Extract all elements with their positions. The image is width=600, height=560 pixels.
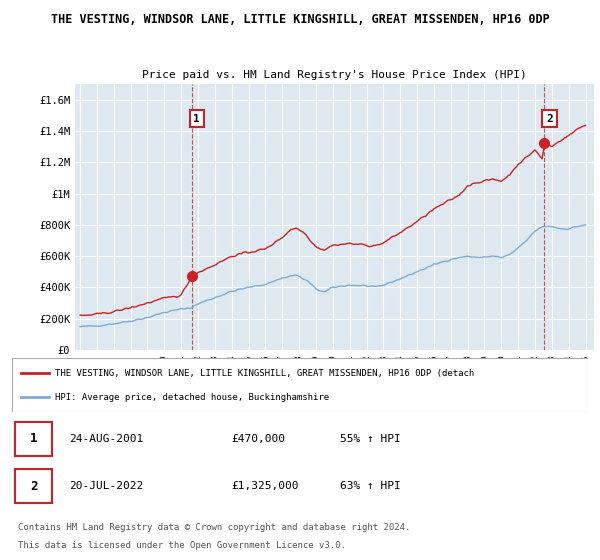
Text: HPI: Average price, detached house, Buckinghamshire: HPI: Average price, detached house, Buck… [55,393,329,402]
Text: 55% ↑ HPI: 55% ↑ HPI [340,434,401,444]
FancyBboxPatch shape [15,422,52,456]
Text: 1: 1 [193,114,200,124]
Text: Contains HM Land Registry data © Crown copyright and database right 2024.: Contains HM Land Registry data © Crown c… [18,523,410,532]
Text: THE VESTING, WINDSOR LANE, LITTLE KINGSHILL, GREAT MISSENDEN, HP16 0DP (detach: THE VESTING, WINDSOR LANE, LITTLE KINGSH… [55,369,475,378]
Text: £470,000: £470,000 [231,434,285,444]
Text: This data is licensed under the Open Government Licence v3.0.: This data is licensed under the Open Gov… [18,542,346,550]
Text: 20-JUL-2022: 20-JUL-2022 [70,481,144,491]
Text: £1,325,000: £1,325,000 [231,481,298,491]
Text: THE VESTING, WINDSOR LANE, LITTLE KINGSHILL, GREAT MISSENDEN, HP16 0DP: THE VESTING, WINDSOR LANE, LITTLE KINGSH… [50,13,550,26]
FancyBboxPatch shape [12,358,588,412]
Text: 2: 2 [30,479,38,493]
Text: 1: 1 [30,432,38,445]
Text: 63% ↑ HPI: 63% ↑ HPI [340,481,401,491]
Text: 2: 2 [546,114,553,124]
FancyBboxPatch shape [15,469,52,503]
Title: Price paid vs. HM Land Registry's House Price Index (HPI): Price paid vs. HM Land Registry's House … [142,71,527,81]
Text: 24-AUG-2001: 24-AUG-2001 [70,434,144,444]
